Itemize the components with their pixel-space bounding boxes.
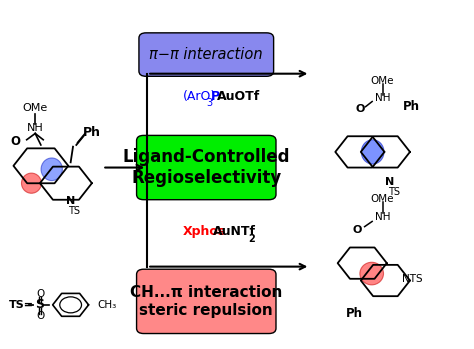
- FancyBboxPatch shape: [137, 135, 276, 200]
- Text: P: P: [211, 90, 220, 103]
- FancyBboxPatch shape: [139, 33, 273, 76]
- Text: NH: NH: [375, 93, 390, 103]
- FancyBboxPatch shape: [137, 269, 276, 334]
- Text: Ph: Ph: [346, 307, 363, 320]
- Text: Ligand-Controlled
Regioselectivity: Ligand-Controlled Regioselectivity: [123, 148, 290, 187]
- Text: O: O: [37, 311, 45, 321]
- Text: NTS: NTS: [402, 274, 423, 284]
- Text: TS: TS: [68, 206, 80, 216]
- Text: S: S: [35, 298, 44, 311]
- Text: AuOTf: AuOTf: [217, 90, 260, 103]
- Text: 2: 2: [248, 234, 255, 244]
- Text: O: O: [353, 225, 362, 235]
- Text: O: O: [37, 289, 45, 299]
- Ellipse shape: [360, 262, 383, 285]
- Text: OMe: OMe: [371, 76, 394, 86]
- Ellipse shape: [21, 173, 41, 193]
- Text: N: N: [66, 196, 75, 206]
- Text: AuNTf: AuNTf: [213, 225, 256, 238]
- Text: 3: 3: [206, 98, 212, 108]
- Text: TS=: TS=: [9, 300, 34, 310]
- Text: NH: NH: [375, 212, 390, 222]
- Text: Ph: Ph: [403, 100, 420, 113]
- Text: O: O: [355, 104, 365, 114]
- Text: OMe: OMe: [23, 103, 48, 113]
- Ellipse shape: [361, 140, 384, 164]
- Text: NH: NH: [27, 122, 44, 133]
- Ellipse shape: [41, 158, 63, 180]
- Text: π−π interaction: π−π interaction: [149, 47, 263, 62]
- Text: Ph: Ph: [82, 126, 100, 139]
- Text: OMe: OMe: [371, 194, 394, 204]
- Text: (ArO): (ArO): [182, 90, 216, 103]
- Text: N: N: [384, 178, 394, 187]
- Text: CH₃: CH₃: [98, 300, 117, 310]
- Text: Xphos: Xphos: [182, 225, 226, 238]
- Text: TS: TS: [388, 187, 400, 197]
- Text: O: O: [11, 135, 21, 148]
- Text: CH...π interaction
steric repulsion: CH...π interaction steric repulsion: [130, 285, 283, 318]
